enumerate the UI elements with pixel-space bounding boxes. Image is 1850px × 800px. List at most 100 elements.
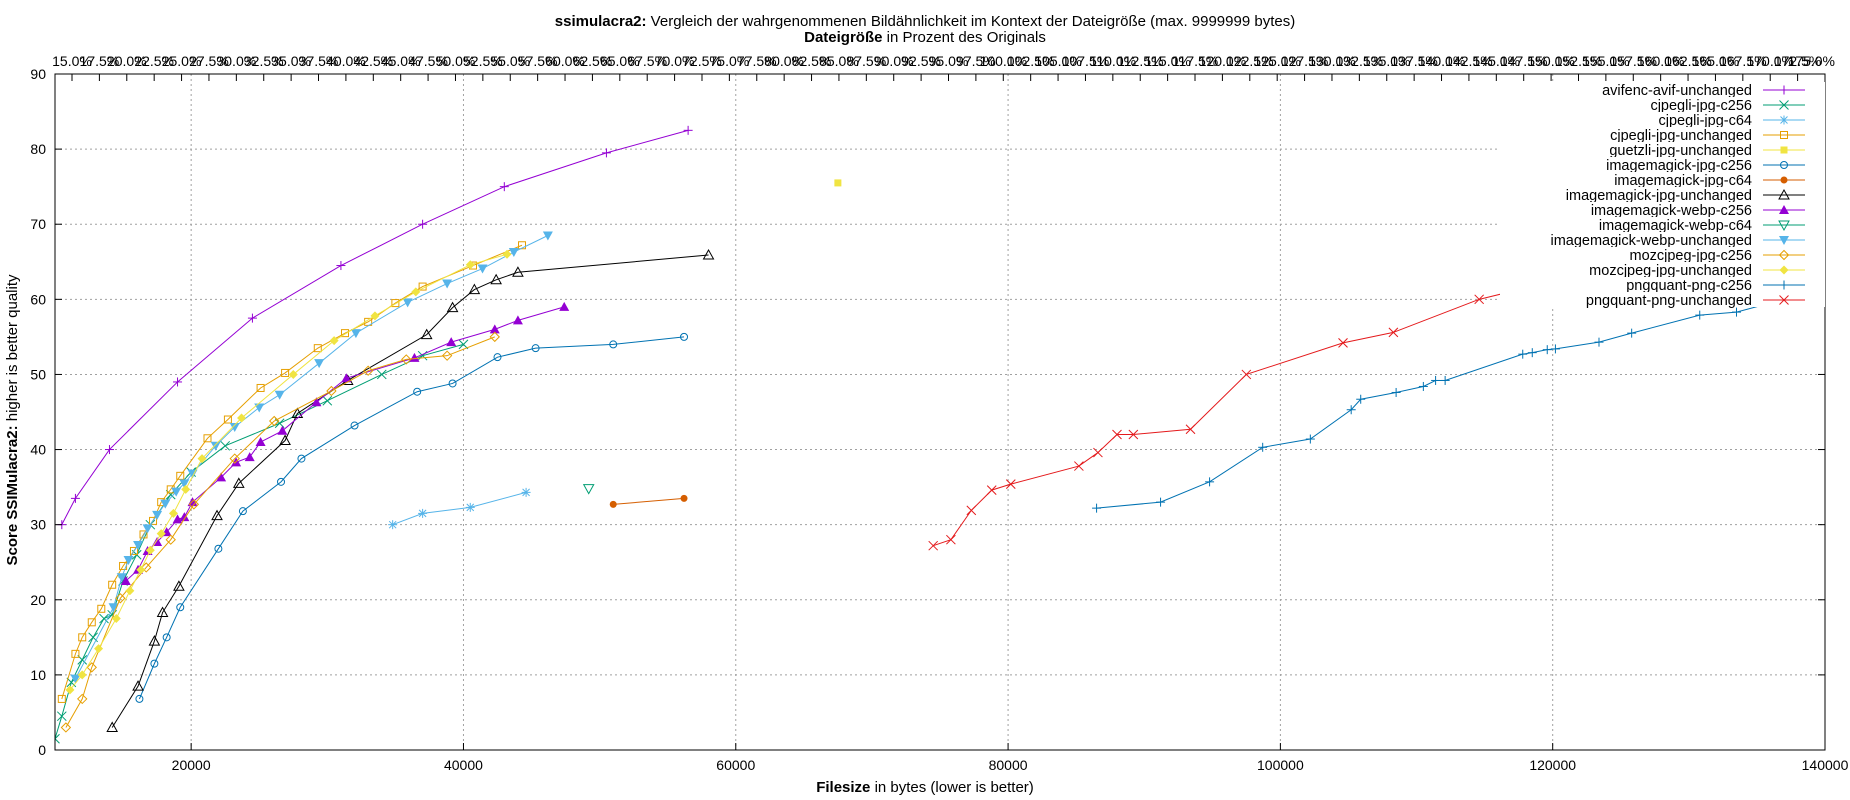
data-point [388, 520, 398, 530]
top-tick-label: 40.0% [326, 53, 366, 69]
top-tick-label: 125.0% [1253, 53, 1300, 69]
data-point [244, 452, 255, 462]
data-point [211, 509, 223, 521]
data-point [142, 524, 153, 534]
data-point [966, 505, 977, 516]
data-point [162, 633, 171, 642]
top-tick-label: 70.0% [655, 53, 695, 69]
top-tick-label: 127.5% [1281, 53, 1328, 69]
top-tick-label: 65.0% [600, 53, 640, 69]
data-point [78, 633, 87, 642]
data-point [256, 383, 265, 392]
data-point [986, 485, 997, 495]
data-point [247, 313, 257, 323]
data-point [499, 182, 509, 192]
top-tick-label: 165.0% [1692, 53, 1739, 69]
legend-entry: imagemagick-jpg-c64 [1500, 172, 1825, 189]
legend-swatch-marker [1779, 280, 1789, 290]
series-line [61, 244, 523, 700]
data-point [834, 179, 842, 187]
data-point [341, 373, 352, 383]
legend-entry: mozcjpeg-jpg-c256 [1500, 247, 1825, 264]
data-point [277, 425, 288, 435]
series-line [613, 497, 685, 505]
top-tick-label: 137.5% [1390, 53, 1437, 69]
data-point [179, 512, 190, 522]
x-tick-label: 60000 [716, 757, 755, 773]
legend-background [1500, 127, 1825, 142]
data-point [1128, 429, 1139, 440]
data-point [1241, 369, 1252, 380]
x-tick-label: 80000 [989, 757, 1028, 773]
data-point [680, 494, 688, 502]
plot-frame [54, 73, 1826, 751]
data-point [928, 540, 939, 551]
data-point [683, 125, 693, 135]
series-imagemagick-jpg-c64 [609, 494, 688, 508]
data-point [391, 299, 400, 308]
top-tick-label: 145.0% [1473, 53, 1520, 69]
data-point [70, 493, 80, 503]
top-tick-label: 167.5% [1719, 53, 1766, 69]
legend-swatch-marker [1780, 161, 1788, 169]
data-point [223, 415, 232, 424]
legend-swatch-marker [1780, 131, 1788, 139]
legend-label: mozcjpeg-jpg-unchanged [1589, 263, 1752, 279]
y-tick-label: 50 [30, 366, 46, 382]
data-point [108, 580, 117, 589]
top-tick-label: 90.0% [874, 53, 914, 69]
data-point [326, 385, 337, 397]
x-axis-label: Filesize in bytes (lower is better) [816, 779, 1034, 796]
legend-entry: mozcjpeg-jpg-unchanged [1500, 262, 1825, 279]
data-point [277, 477, 286, 486]
legend-swatch-marker [1779, 85, 1789, 95]
data-point [313, 344, 322, 353]
data-point [1627, 328, 1637, 338]
top-tick-label: 115.0% [1144, 53, 1190, 69]
data-point [512, 266, 524, 277]
top-tick-label: 45.0% [381, 53, 421, 69]
legend-label: imagemagick-jpg-unchanged [1566, 188, 1752, 204]
legend-background [1500, 172, 1825, 187]
top-tick-label: 172.5% [1774, 53, 1821, 69]
top-tick-label: 35.0% [271, 53, 311, 69]
top-tick-label: 62.5% [573, 53, 613, 69]
top-tick-label: 60.0% [545, 53, 585, 69]
y-tick-label: 60 [30, 291, 46, 307]
data-point [521, 487, 531, 497]
y-tick-label: 20 [30, 592, 46, 608]
legend-swatch-marker [1779, 295, 1789, 305]
legend-label: imagemagick-jpg-c256 [1606, 158, 1752, 174]
legend-background [1500, 202, 1825, 217]
top-tick-label: 22.5% [134, 53, 174, 69]
data-point [188, 499, 200, 510]
data-point [1518, 349, 1528, 359]
legend-swatch-marker [1779, 236, 1789, 245]
data-point [156, 606, 169, 618]
top-tick-label: 140.0% [1418, 53, 1465, 69]
legend-background [1500, 262, 1825, 277]
data-point [1338, 338, 1348, 348]
data-point [254, 403, 265, 413]
series-mozcjpeg-jpg-c256 [60, 331, 500, 733]
series-line [65, 336, 495, 728]
data-point [94, 644, 104, 654]
data-point [148, 635, 161, 646]
y-axis-label: Score SSIMulacra2: higher is better qual… [4, 274, 21, 565]
top-tick-label: 102.5% [1007, 53, 1054, 69]
data-point [376, 369, 387, 380]
data-point [141, 562, 152, 573]
data-point [1440, 375, 1450, 385]
top-tick-label: 100.0% [980, 53, 1027, 69]
top-tick-label: 85.0% [819, 53, 859, 69]
data-point [150, 659, 159, 668]
top-tick-label: 132.5% [1336, 53, 1383, 69]
data-point [156, 529, 166, 539]
data-point [1391, 387, 1401, 397]
series-cjpegli-jpg-unchanged [57, 241, 527, 703]
top-tick-label: 150.0% [1527, 53, 1574, 69]
data-point [1093, 447, 1103, 458]
top-tick-label: 110.0% [1090, 53, 1136, 69]
series-line [1096, 286, 1825, 509]
